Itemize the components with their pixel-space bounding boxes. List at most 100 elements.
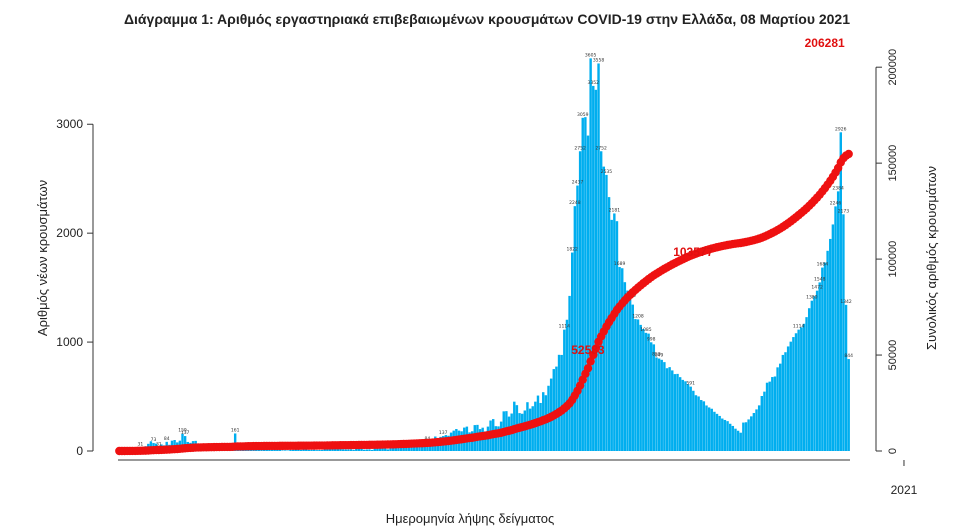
- bar-183: [599, 151, 603, 451]
- bar-value-label: 3605: [585, 52, 597, 58]
- bar-196: [634, 319, 637, 451]
- bar-238: [744, 422, 748, 451]
- bar-55: [262, 449, 266, 451]
- y-tick-label: 2000: [56, 226, 83, 240]
- bar-value-label: 1114: [793, 324, 805, 330]
- bar-228: [718, 415, 721, 451]
- bar-165: [552, 369, 555, 451]
- bar-234: [734, 428, 737, 451]
- bar-value-label: 159: [178, 428, 187, 434]
- bar-217: [689, 386, 692, 451]
- bar-78: [323, 449, 326, 451]
- bar-167: [557, 354, 561, 451]
- bar-265: [815, 290, 819, 451]
- bar-value-label: 859: [652, 351, 661, 357]
- bar-253: [784, 352, 787, 451]
- bar-209: [668, 367, 671, 451]
- bar-157: [531, 406, 534, 451]
- bar-value-label: 137: [181, 430, 190, 436]
- bar-222: [702, 401, 706, 451]
- bar-170: [565, 319, 569, 451]
- y-axis-label: Αριθμός νέων κρουσμάτων: [35, 180, 50, 336]
- bar-81: [331, 448, 334, 451]
- bar-241: [752, 412, 756, 451]
- bar-85: [341, 449, 345, 451]
- bar-value-label: 1822: [566, 247, 578, 253]
- chart-title: Διάγραμμα 1: Αριθμός εργαστηριακά επιβεβ…: [124, 11, 850, 27]
- bar-214: [681, 379, 685, 451]
- bar-value-label: 1114: [559, 324, 571, 330]
- bar-185: [605, 174, 608, 451]
- bar-233: [731, 425, 735, 451]
- bar-value-label: 2752: [574, 145, 586, 151]
- bar-value-label: 3059: [577, 112, 589, 118]
- bar-109: [405, 446, 408, 451]
- bar-180: [592, 85, 595, 452]
- bar-44: [233, 433, 237, 451]
- bar-261: [805, 317, 808, 451]
- y2-tick-label: 150000: [887, 145, 899, 182]
- bar-57: [268, 449, 271, 451]
- bar-174: [576, 185, 579, 451]
- bar-98: [376, 448, 379, 451]
- bar-276: [844, 304, 848, 451]
- bar-262: [807, 308, 811, 451]
- bar-242: [755, 409, 758, 451]
- bar-254: [786, 346, 790, 451]
- bar-144: [497, 426, 500, 451]
- bar-102: [386, 449, 390, 451]
- cumulative-label: 52583: [571, 343, 605, 357]
- bar-value-label: 849: [655, 353, 664, 359]
- bar-229: [721, 418, 724, 451]
- bar-248: [771, 377, 774, 451]
- bar-210: [671, 370, 674, 451]
- bar-277: [847, 359, 850, 451]
- bar-219: [694, 395, 698, 451]
- bar-60: [276, 449, 279, 451]
- bar-273: [836, 191, 840, 451]
- bar-175: [578, 151, 582, 451]
- bar-67: [294, 449, 297, 451]
- bar-258: [797, 329, 800, 451]
- bar-272: [834, 206, 837, 451]
- bar-value-label: 1684: [817, 262, 829, 268]
- bar-92: [360, 447, 363, 451]
- bar-59: [273, 449, 276, 451]
- bar-197: [636, 319, 640, 451]
- bar-106: [397, 446, 400, 451]
- bar-value-label: 73: [151, 437, 157, 443]
- bar-87: [347, 449, 350, 451]
- bar-66: [291, 449, 295, 451]
- cumulative-point-178: [583, 364, 593, 373]
- y2-tick-label: 50000: [887, 340, 899, 371]
- bar-218: [692, 390, 695, 451]
- bar-84: [339, 448, 342, 451]
- bar-256: [792, 337, 795, 451]
- bar-labels-layer: 3173318415913716110101010101031101084137…: [138, 52, 854, 450]
- bar-263: [810, 300, 814, 451]
- y-tick-label: 0: [76, 444, 83, 458]
- bar-72: [307, 449, 311, 451]
- bar-267: [821, 267, 824, 451]
- bar-97: [373, 447, 376, 451]
- bar-201: [647, 333, 650, 451]
- bars-layer: [120, 58, 850, 452]
- bar-206: [660, 359, 663, 451]
- bar-value-label: 998: [647, 336, 656, 342]
- bar-value-label: 844: [844, 353, 853, 359]
- bar-193: [626, 290, 629, 451]
- bar-value-label: 1380: [806, 295, 818, 301]
- bar-207: [663, 362, 666, 451]
- bar-232: [728, 423, 732, 451]
- bar-230: [723, 419, 727, 451]
- bar-266: [818, 282, 821, 451]
- bar-268: [823, 262, 827, 451]
- bar-value-label: 2926: [835, 126, 847, 132]
- bar-value-label: 2535: [601, 169, 613, 175]
- bar-182: [597, 63, 600, 451]
- bar-176: [581, 117, 584, 451]
- bar-225: [710, 408, 713, 451]
- bar-251: [779, 363, 782, 451]
- bar-89: [352, 449, 355, 451]
- bar-191: [621, 268, 624, 451]
